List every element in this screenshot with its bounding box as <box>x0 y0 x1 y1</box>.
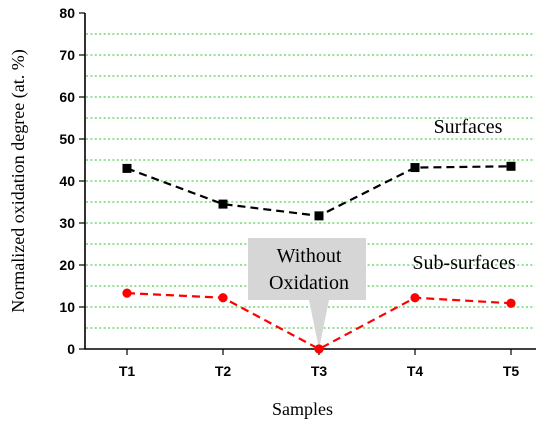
series-line-0 <box>126 165 512 217</box>
data-point-square <box>410 163 420 173</box>
data-point-square <box>506 161 516 171</box>
x-axis-title: Samples <box>272 399 333 419</box>
data-point-square <box>314 211 324 221</box>
y-tick-label: 20 <box>59 257 75 273</box>
y-axis-title: Normalized oxidation degree (at. %) <box>8 49 29 312</box>
callout-text-line: Without <box>277 245 342 267</box>
x-tick-label: T2 <box>215 363 232 379</box>
y-tick-label: 60 <box>59 89 75 105</box>
y-tick-label: 40 <box>59 173 75 189</box>
y-tick-label: 0 <box>67 341 75 357</box>
sub-surfaces-label: Sub-surfaces <box>412 252 516 274</box>
callout-box <box>248 238 366 349</box>
series-layer <box>122 161 516 354</box>
y-tick-label: 80 <box>59 5 75 21</box>
data-point-circle <box>218 293 228 303</box>
data-point-square <box>122 163 132 173</box>
y-tick-label: 50 <box>59 131 75 147</box>
x-tick-label: T5 <box>503 363 520 379</box>
data-point-circle <box>410 293 420 303</box>
surfaces-label: Surfaces <box>434 116 503 138</box>
callout-layer <box>248 238 366 349</box>
text-layer: 0 10 20 30 40 50 60 70 80 T1 T2 T3 T4 T5 Samples Normal… <box>8 5 519 419</box>
x-tick-label: T3 <box>311 363 328 379</box>
data-point-circle <box>506 298 516 308</box>
axes-layer <box>79 12 536 355</box>
callout-text-line: Oxidation <box>269 272 349 294</box>
data-point-circle <box>122 288 132 298</box>
y-tick-label: 10 <box>59 299 75 315</box>
y-tick-label: 70 <box>59 47 75 63</box>
data-point-circle <box>314 344 324 354</box>
x-tick-label: T1 <box>119 363 136 379</box>
x-tick-label: T4 <box>407 363 424 379</box>
series-line-1 <box>126 292 512 351</box>
y-tick-label: 30 <box>59 215 75 231</box>
data-point-square <box>218 199 228 209</box>
